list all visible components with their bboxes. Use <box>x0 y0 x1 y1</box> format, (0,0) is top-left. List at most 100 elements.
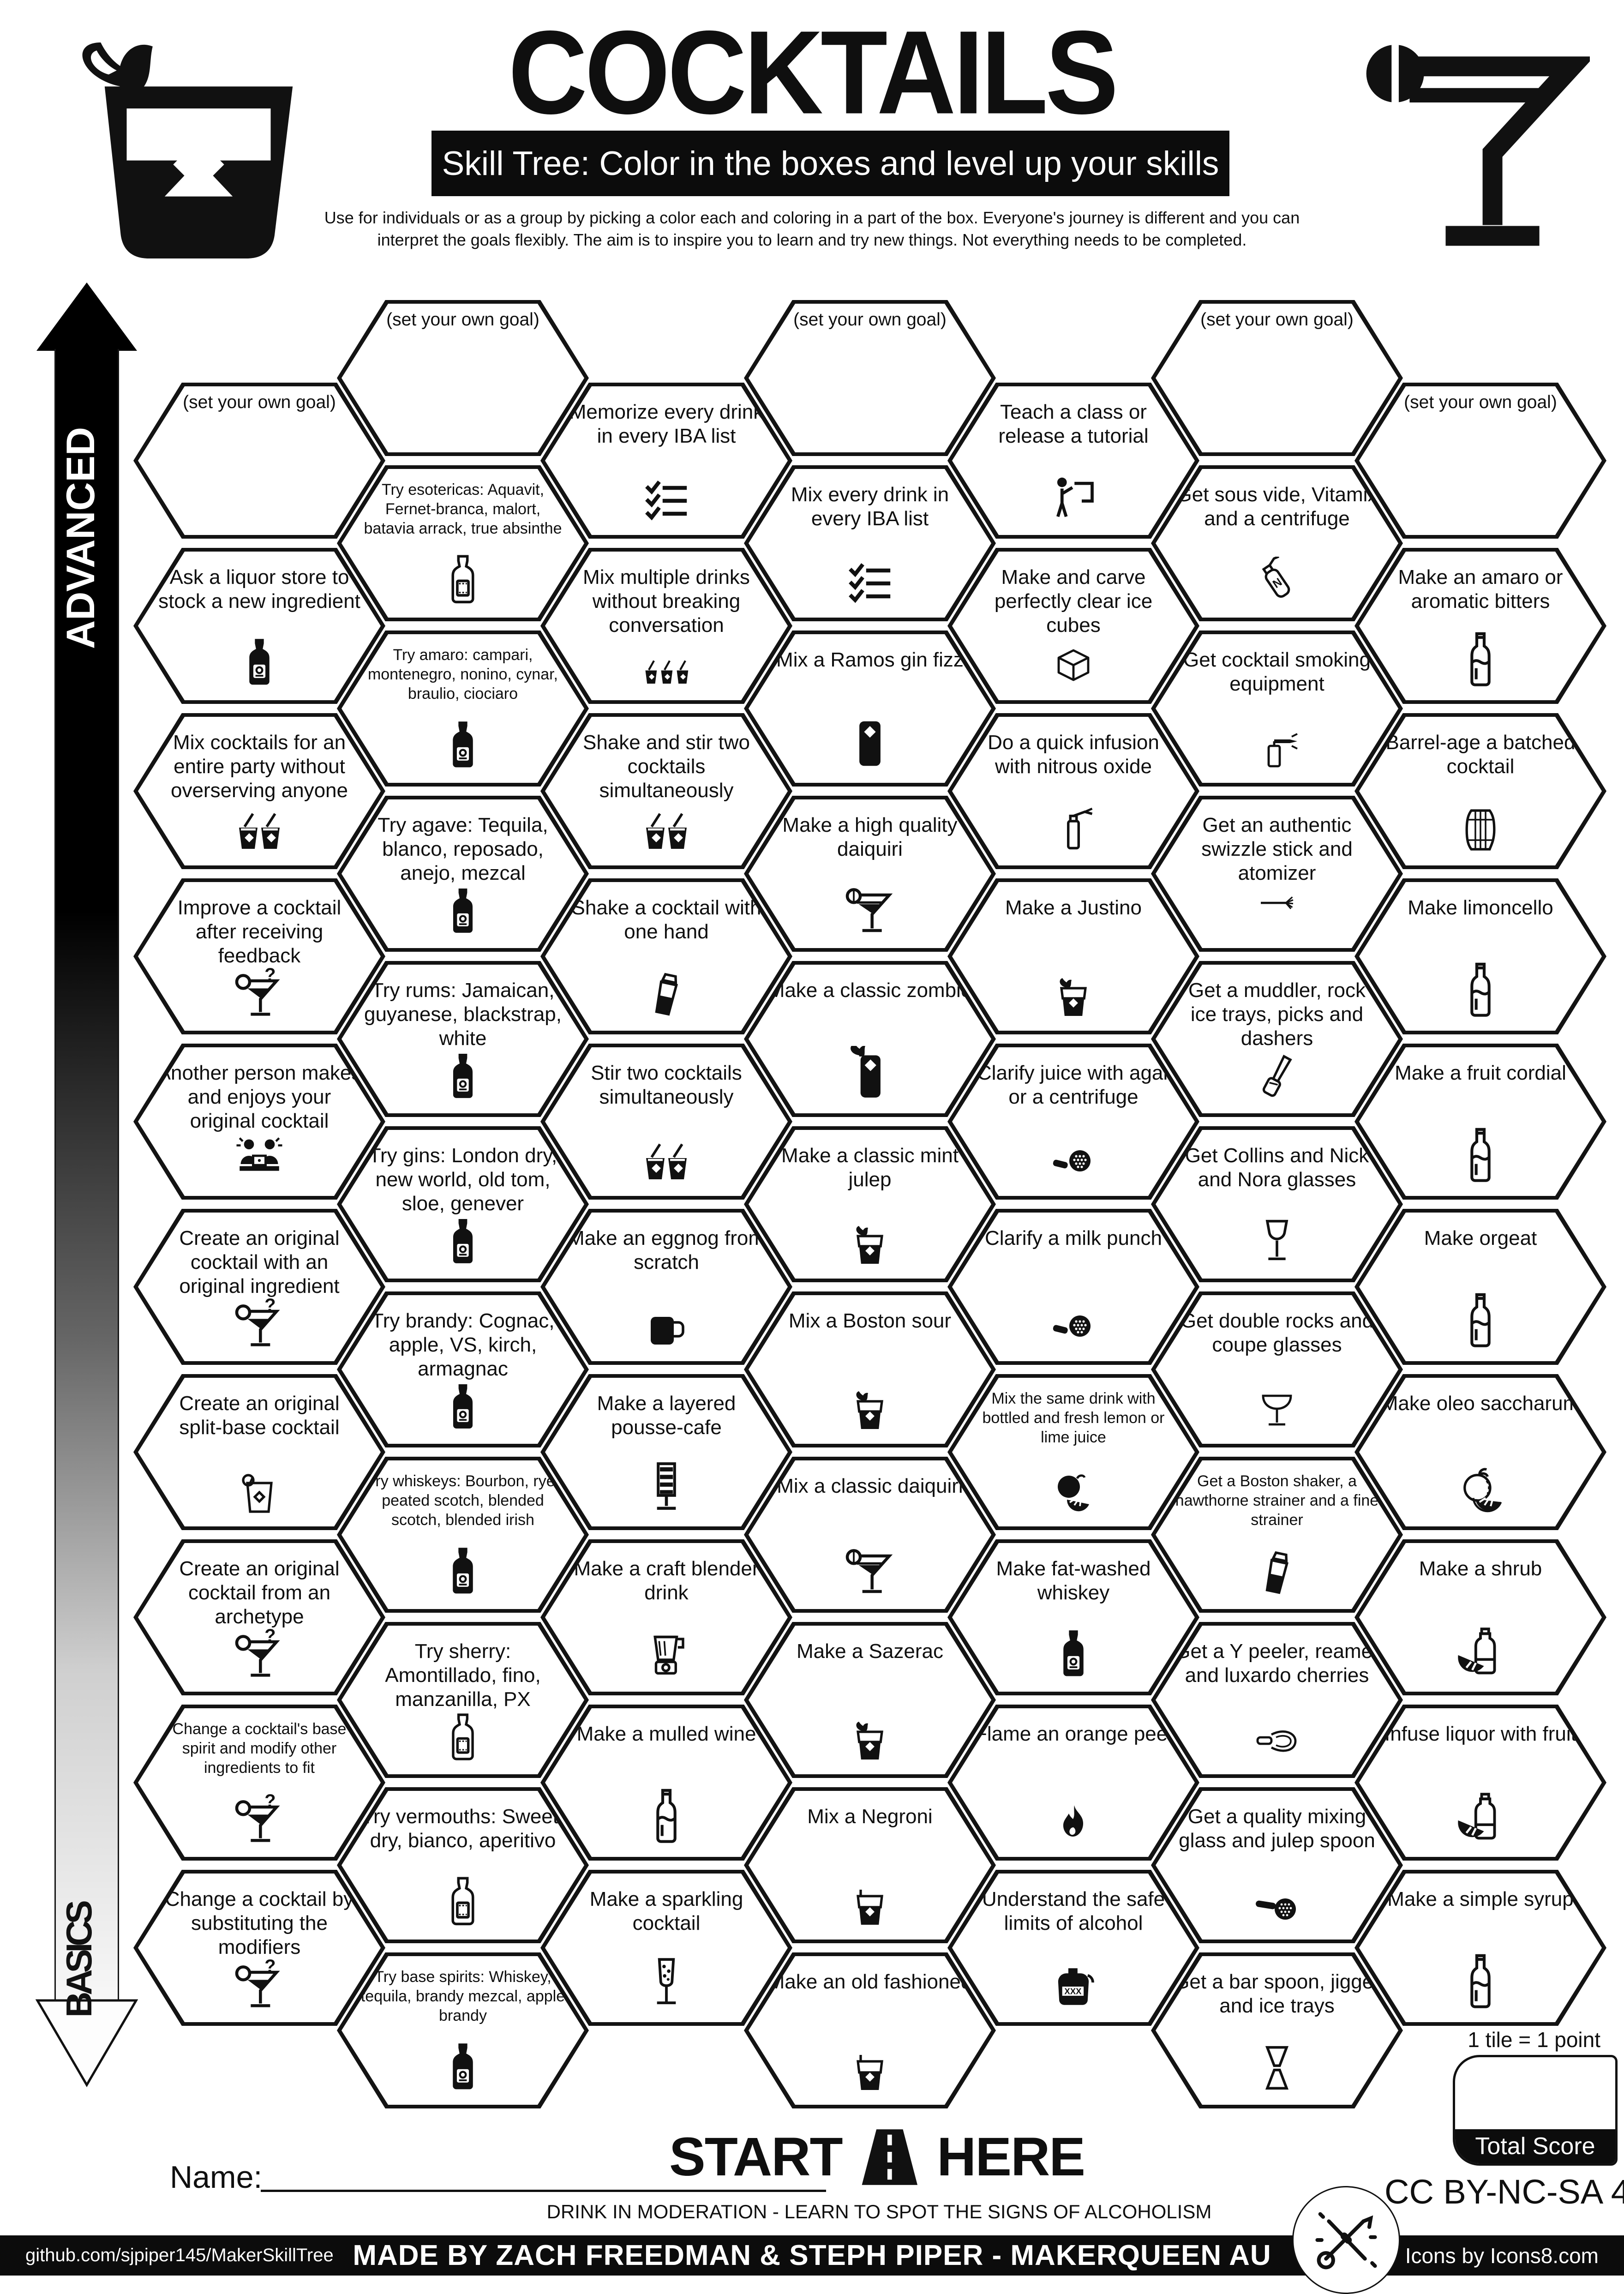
hex-make-fat-washed-whiskey[interactable]: Make fat-washed whiskey <box>947 1539 1199 1695</box>
hex-make-and-carve-perfectly-clear-ice-cubes[interactable]: Make and carve perfectly clear ice cubes <box>947 548 1199 704</box>
hex-clarify-juice-with-agar-or-a-centrifuge[interactable]: Clarify juice with agar or a centrifuge <box>947 1044 1199 1200</box>
hex-create-an-original-cocktail-with-an-origin[interactable]: Create an original cocktail with an orig… <box>133 1209 385 1365</box>
hex-stir-two-cocktails-simultaneously[interactable]: Stir two cocktails simultaneously <box>540 1044 792 1200</box>
hex-label: Get a Y peeler, reamer and luxardo cherr… <box>1175 1640 1379 1687</box>
hex-get-an-authentic-swizzle-stick-and-atomize[interactable]: Get an authentic swizzle stick and atomi… <box>1151 796 1403 952</box>
hex-make-a-sazerac[interactable]: Make a Sazerac <box>744 1622 996 1778</box>
hex-try-amaro-campari-montenegro-nonino-cynar-[interactable]: Try amaro: campari, montenegro, nonino, … <box>337 631 589 787</box>
hex-try-base-spirits-whiskey-tequila-brandy-me[interactable]: Try base spirits: Whiskey, tequila, bran… <box>337 1952 589 2108</box>
hex-set-your-own-goal[interactable]: (set your own goal) <box>1354 383 1606 539</box>
hex-get-double-rocks-and-coupe-glasses[interactable]: Get double rocks and coupe glasses <box>1151 1291 1403 1447</box>
hex-mix-the-same-drink-with-bottled-and-fresh-[interactable]: Mix the same drink with bottled and fres… <box>947 1374 1199 1530</box>
hex-set-your-own-goal[interactable]: (set your own goal) <box>1151 300 1403 456</box>
hex-another-person-makes-and-enjoys-your-origi[interactable]: Another person makes and enjoys your ori… <box>133 1044 385 1200</box>
hex-flame-an-orange-peel[interactable]: Flame an orange peel <box>947 1705 1199 1861</box>
hex-make-a-high-quality-daiquiri[interactable]: Make a high quality daiquiri <box>744 796 996 952</box>
hex-barrel-age-a-batched-cocktail[interactable]: Barrel-age a batched cocktail <box>1354 713 1606 869</box>
hex-get-a-y-peeler-reamer-and-luxardo-cherries[interactable]: Get a Y peeler, reamer and luxardo cherr… <box>1151 1622 1403 1778</box>
hex-get-cocktail-smoking-equipment[interactable]: Get cocktail smoking equipment <box>1151 631 1403 787</box>
hex-change-a-cocktail-by-substituting-the-modi[interactable]: Change a cocktail by substituting the mo… <box>133 1870 385 2026</box>
hex-mix-a-negroni[interactable]: Mix a Negroni <box>744 1787 996 1943</box>
hex-try-esotericas-aquavit-fernet-branca-malor[interactable]: Try esotericas: Aquavit, Fernet-branca, … <box>337 465 589 621</box>
hex-face: (set your own goal) <box>138 386 381 535</box>
martini-question-icon <box>234 1794 285 1846</box>
hex-clarify-a-milk-punch[interactable]: Clarify a milk punch <box>947 1209 1199 1365</box>
hex-get-a-boston-shaker-a-hawthorne-strainer-a[interactable]: Get a Boston shaker, a hawthorne straine… <box>1151 1457 1403 1613</box>
hex-make-a-sparkling-cocktail[interactable]: Make a sparkling cocktail <box>540 1870 792 2026</box>
hex-set-your-own-goal[interactable]: (set your own goal) <box>337 300 589 456</box>
hex-shake-and-stir-two-cocktails-simultaneousl[interactable]: Shake and stir two cocktails simultaneou… <box>540 713 792 869</box>
hex-try-gins-london-dry-new-world-old-tom-sloe[interactable]: Try gins: London dry, new world, old tom… <box>337 1126 589 1282</box>
hex-face: Try esotericas: Aquavit, Fernet-branca, … <box>342 469 584 618</box>
hex-get-a-quality-mixing-glass-and-julep-spoon[interactable]: Get a quality mixing glass and julep spo… <box>1151 1787 1403 1943</box>
hex-set-your-own-goal[interactable]: (set your own goal) <box>744 300 996 456</box>
hex-make-a-layered-pousse-cafe[interactable]: Make a layered pousse-cafe <box>540 1374 792 1530</box>
swizzle-stick-icon <box>1249 885 1305 920</box>
hex-shake-a-cocktail-with-one-hand[interactable]: Shake a cocktail with one hand <box>540 878 792 1034</box>
hex-set-your-own-goal[interactable]: (set your own goal) <box>133 383 385 539</box>
hex-label: Understand the safe limits of alcohol <box>982 1888 1165 1934</box>
hex-face: Memorize every drink in every IBA list <box>545 386 788 535</box>
hex-face: Try rums: Jamaican, guyanese, blackstrap… <box>342 965 584 1113</box>
tall-bottle-icon <box>1451 1952 1510 2011</box>
hex-face: Make an eggnog from scratch <box>545 1213 788 1361</box>
hex-mix-a-boston-sour[interactable]: Mix a Boston sour <box>744 1291 996 1447</box>
hex-teach-a-class-or-release-a-tutorial[interactable]: Teach a class or release a tutorial <box>947 383 1199 539</box>
name-input-line[interactable] <box>261 2158 826 2192</box>
hex-improve-a-cocktail-after-receiving-feedbac[interactable]: Improve a cocktail after receiving feedb… <box>133 878 385 1034</box>
hex-memorize-every-drink-in-every-iba-list[interactable]: Memorize every drink in every IBA list <box>540 383 792 539</box>
hex-get-a-muddler-rock-ice-trays-picks-and-das[interactable]: Get a muddler, rock ice trays, picks and… <box>1151 961 1403 1117</box>
hex-label: Make an old fashioned <box>767 1970 972 1993</box>
hex-get-a-bar-spoon-jigger-and-ice-trays[interactable]: Get a bar spoon, jigger and ice trays <box>1151 1952 1403 2108</box>
hex-face: Create an original cocktail with an orig… <box>138 1213 381 1361</box>
hex-mix-every-drink-in-every-iba-list[interactable]: Mix every drink in every IBA list <box>744 465 996 621</box>
hex-get-sous-vide-vitamix-and-a-centrifuge[interactable]: Get sous vide, Vitamix and a centrifuge <box>1151 465 1403 621</box>
hex-make-an-amaro-or-aromatic-bitters[interactable]: Make an amaro or aromatic bitters <box>1354 548 1606 704</box>
footer-credits: MADE BY ZACH FREEDMAN & STEPH PIPER - MA… <box>353 2240 1271 2271</box>
hex-make-a-mulled-wine[interactable]: Make a mulled wine <box>540 1705 792 1861</box>
hex-make-a-fruit-cordial[interactable]: Make a fruit cordial <box>1354 1044 1606 1200</box>
hex-try-rums-jamaican-guyanese-blackstrap-whit[interactable]: Try rums: Jamaican, guyanese, blackstrap… <box>337 961 589 1117</box>
hex-do-a-quick-infusion-with-nitrous-oxide[interactable]: Do a quick infusion with nitrous oxide <box>947 713 1199 869</box>
hex-face: Get double rocks and coupe glasses <box>1156 1295 1398 1444</box>
hex-try-whiskeys-bourbon-rye-peated-scotch-ble[interactable]: Try whiskeys: Bourbon, rye, peated scotc… <box>337 1457 589 1613</box>
hex-label: Shake and stir two cocktails simultaneou… <box>583 731 750 802</box>
hex-mix-a-ramos-gin-fizz[interactable]: Mix a Ramos gin fizz <box>744 631 996 787</box>
hex-change-a-cocktail-s-base-spirit-and-modify[interactable]: Change a cocktail's base spirit and modi… <box>133 1705 385 1861</box>
hex-make-a-justino[interactable]: Make a Justino <box>947 878 1199 1034</box>
hex-make-orgeat[interactable]: Make orgeat <box>1354 1209 1606 1365</box>
hex-label: Change a cocktail's base spirit and modi… <box>172 1720 347 1777</box>
hex-make-an-old-fashioned[interactable]: Make an old fashioned <box>744 1952 996 2108</box>
tall-bottle-icon <box>1451 961 1510 1020</box>
hex-create-an-original-cocktail-from-an-archet[interactable]: Create an original cocktail from an arch… <box>133 1539 385 1695</box>
hex-mix-multiple-drinks-without-breaking-conve[interactable]: Mix multiple drinks without breaking con… <box>540 548 792 704</box>
hex-make-a-shrub[interactable]: Make a shrub <box>1354 1539 1606 1695</box>
hex-label: Make and carve perfectly clear ice cubes <box>994 566 1153 637</box>
total-score-box: Total Score <box>1453 2055 1618 2166</box>
hex-try-vermouths-sweet-dry-bianco-aperitivo[interactable]: Try vermouths: Sweet, dry, bianco, aperi… <box>337 1787 589 1943</box>
hex-make-a-classic-zombie[interactable]: Make a classic zombie <box>744 961 996 1117</box>
hex-make-limoncello[interactable]: Make limoncello <box>1354 878 1606 1034</box>
hex-face: Make a sparkling cocktail <box>545 1874 788 2022</box>
checklist-icon <box>644 480 689 524</box>
hex-make-a-craft-blender-drink[interactable]: Make a craft blender drink <box>540 1539 792 1695</box>
hex-make-a-simple-syrup[interactable]: Make a simple syrup <box>1354 1870 1606 2026</box>
hex-mix-cocktails-for-an-entire-party-without-[interactable]: Mix cocktails for an entire party withou… <box>133 713 385 869</box>
hex-get-collins-and-nick-and-nora-glasses[interactable]: Get Collins and Nick and Nora glasses <box>1151 1126 1403 1282</box>
hex-infuse-liquor-with-fruit[interactable]: Infuse liquor with fruit <box>1354 1705 1606 1861</box>
hex-ask-a-liquor-store-to-stock-a-new-ingredie[interactable]: Ask a liquor store to stock a new ingred… <box>133 548 385 704</box>
hex-try-sherry-amontillado-fino-manzanilla-px[interactable]: Try sherry: Amontillado, fino, manzanill… <box>337 1622 589 1778</box>
hex-face: Clarify juice with agar or a centrifuge <box>952 1047 1195 1196</box>
score-entry-area[interactable] <box>1455 2057 1615 2129</box>
hex-make-an-eggnog-from-scratch[interactable]: Make an eggnog from scratch <box>540 1209 792 1365</box>
hex-face: (set your own goal) <box>1359 386 1602 535</box>
hex-mix-a-classic-daiquiri[interactable]: Mix a classic daiquiri <box>744 1457 996 1613</box>
hex-try-brandy-cognac-apple-vs-kirch-armagnac[interactable]: Try brandy: Cognac, apple, VS, kirch, ar… <box>337 1291 589 1447</box>
hex-make-oleo-saccharum[interactable]: Make oleo saccharum <box>1354 1374 1606 1530</box>
hex-label: Get double rocks and coupe glasses <box>1180 1309 1374 1356</box>
hex-create-an-original-split-base-cocktail[interactable]: Create an original split-base cocktail <box>133 1374 385 1530</box>
coupe-glass-icon <box>1255 1388 1299 1433</box>
hex-try-agave-tequila-blanco-reposado-anejo-me[interactable]: Try agave: Tequila, blanco, reposado, an… <box>337 796 589 952</box>
hex-make-a-classic-mint-julep[interactable]: Make a classic mint julep <box>744 1126 996 1282</box>
hex-understand-the-safe-limits-of-alcohol[interactable]: Understand the safe limits of alcohol <box>947 1870 1199 2026</box>
